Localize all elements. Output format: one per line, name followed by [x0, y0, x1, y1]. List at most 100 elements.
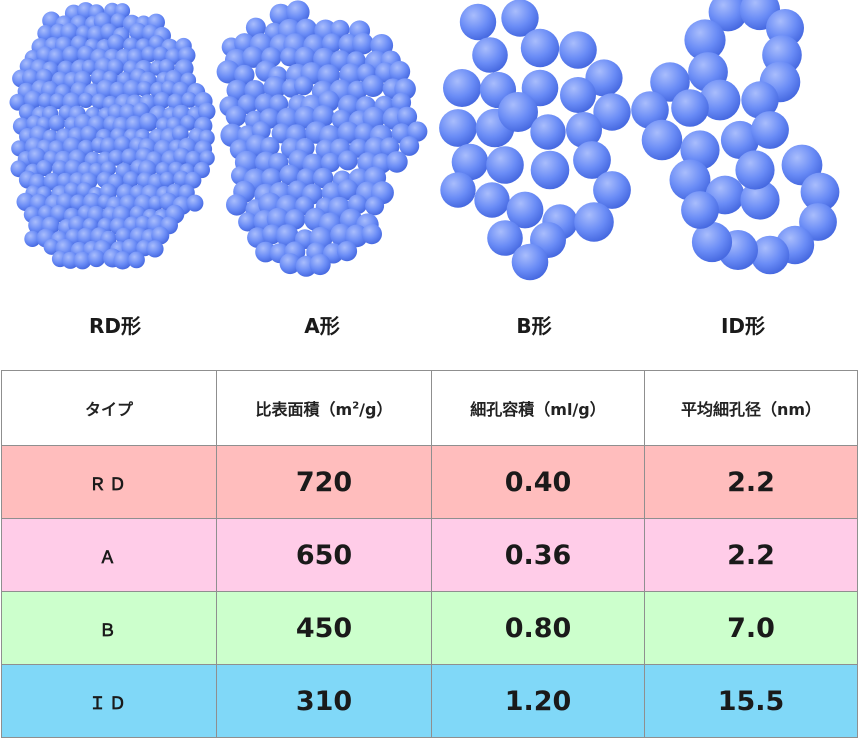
particle [216, 60, 240, 84]
particle [708, 0, 748, 32]
particle [62, 46, 81, 64]
particle [113, 251, 132, 270]
particle [197, 102, 216, 121]
cell-pore-diameter: 2.2 [644, 518, 858, 592]
particle [459, 3, 497, 41]
particle [152, 46, 169, 63]
particle [78, 92, 94, 109]
particle [122, 79, 142, 99]
particle [186, 194, 204, 212]
particle [361, 223, 382, 245]
particle [574, 202, 614, 242]
cell-pore-volume: 1.20 [431, 664, 645, 738]
particle [451, 143, 489, 181]
particle [720, 120, 760, 160]
cell-surface-area: 650 [216, 518, 432, 592]
particle [49, 93, 66, 110]
particle [279, 164, 301, 186]
particle [275, 224, 299, 247]
particle [313, 47, 336, 70]
particle [671, 89, 709, 127]
particle [530, 150, 570, 190]
table-row-rd: ＲＤ 720 0.40 2.2 [1, 445, 858, 519]
particle [225, 105, 247, 127]
particle [593, 171, 631, 209]
particle [751, 111, 789, 149]
cell-type: Ａ [1, 518, 217, 592]
particle [750, 235, 790, 275]
particle [226, 194, 248, 216]
particle [520, 28, 560, 68]
particle [498, 92, 538, 132]
particle [641, 119, 683, 161]
table-row-id: ＩＤ 310 1.20 15.5 [1, 664, 858, 738]
particle [184, 171, 202, 189]
table-row-b: Ｂ 450 0.80 7.0 [1, 591, 858, 665]
particle [141, 46, 158, 63]
particle [631, 91, 669, 129]
particle [681, 191, 719, 229]
header-surface-area-text: 比表面積（m [255, 400, 353, 419]
silica-gel-properties-table: タイプ 比表面積（m2/g） 細孔容積（ml/g） 平均細孔径（nm） ＲＤ 7… [1, 370, 858, 738]
id-type-particle-cluster [631, 0, 840, 275]
particle [128, 251, 145, 269]
header-type: タイプ [1, 370, 217, 446]
particle [474, 182, 510, 218]
cell-pore-volume: 0.80 [431, 591, 645, 665]
rd-type-caption: RD形 [88, 314, 141, 338]
particle [309, 253, 331, 276]
a-type-particle-cluster [216, 0, 428, 277]
cell-surface-area: 310 [216, 664, 432, 738]
table-row-a: Ａ 650 0.36 2.2 [1, 518, 858, 592]
a-type-caption: A形 [304, 314, 340, 338]
particle [399, 136, 420, 156]
particle [439, 109, 477, 147]
particle [650, 62, 690, 102]
particle [159, 171, 175, 188]
cell-surface-area: 450 [216, 591, 432, 665]
particle [320, 152, 341, 173]
particle [48, 115, 66, 132]
particle [593, 93, 631, 131]
particle [24, 230, 41, 247]
particle [566, 112, 602, 148]
particle [51, 160, 69, 177]
table-header-row: タイプ 比表面積（m2/g） 細孔容積（ml/g） 平均細孔径（nm） [1, 370, 858, 446]
particle [80, 125, 98, 144]
particle [294, 76, 313, 96]
header-pore-volume: 細孔容積（ml/g） [431, 370, 645, 446]
cell-pore-volume: 0.36 [431, 518, 645, 592]
particle [81, 59, 98, 75]
particle [691, 221, 733, 263]
particle [740, 180, 780, 220]
particle [337, 179, 359, 201]
particle [337, 121, 360, 144]
particle [108, 149, 125, 166]
particle [699, 79, 741, 121]
cell-pore-diameter: 15.5 [644, 664, 858, 738]
particle [139, 112, 158, 132]
cell-type: ＩＤ [1, 664, 217, 738]
particle [238, 212, 258, 232]
header-pore-diameter: 平均細孔径（nm） [644, 370, 858, 446]
particle [684, 19, 726, 61]
particle [280, 47, 300, 67]
particle [735, 150, 775, 190]
cell-pore-diameter: 2.2 [644, 445, 858, 519]
id-type-caption: ID形 [720, 314, 766, 338]
particle [506, 191, 544, 229]
cell-surface-area: 720 [216, 445, 432, 519]
particle [171, 125, 189, 143]
particle [396, 106, 418, 127]
particle [181, 92, 198, 108]
particle [487, 220, 523, 256]
particle [389, 60, 411, 83]
particle [279, 253, 301, 275]
particle [486, 146, 524, 184]
particle [741, 81, 779, 119]
particle [560, 77, 596, 113]
particle-structure-figures [9, 0, 840, 281]
particle [365, 196, 385, 216]
rd-type-particle-cluster [9, 2, 216, 270]
particle [87, 249, 106, 268]
